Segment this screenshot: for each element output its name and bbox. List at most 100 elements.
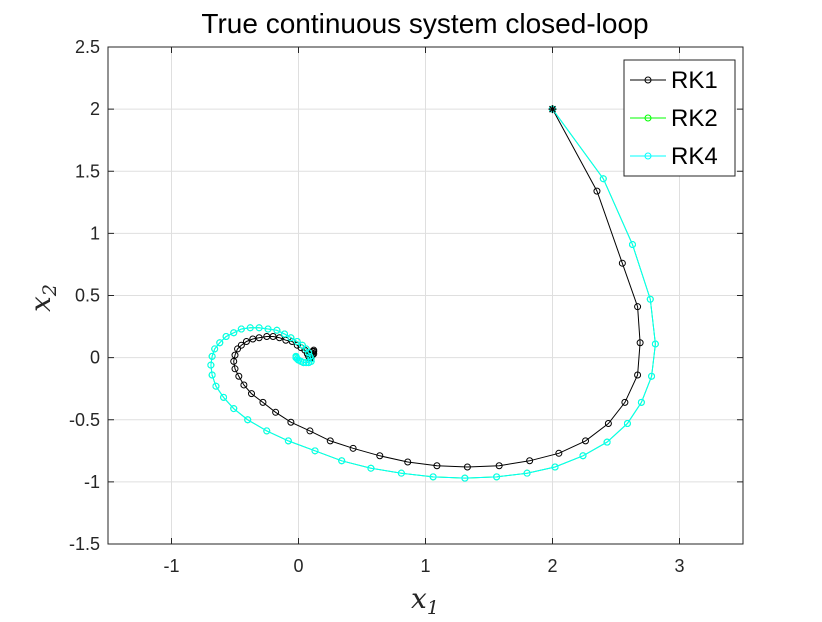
series-rk4-point: [246, 324, 254, 332]
series-rk4-point: [212, 382, 220, 390]
series-rk1-point: [349, 444, 357, 452]
series-rk4-point: [230, 329, 238, 337]
series-rk4-point: [367, 464, 375, 472]
series-rk4-point: [293, 337, 301, 345]
series-rk1-point: [235, 372, 243, 380]
series-rk1-point: [526, 457, 534, 465]
start-point-asterisk: [548, 105, 557, 114]
series-rk1-point: [582, 437, 590, 445]
legend-label-rk1: RK1: [671, 67, 718, 94]
legend-label-rk2: RK2: [671, 105, 718, 132]
series-rk4-point: [629, 241, 637, 249]
series-rk4-point: [648, 372, 656, 380]
legend-label-rk4: RK4: [671, 143, 718, 170]
series-rk1-point: [495, 462, 503, 470]
series-rk1-point: [621, 398, 629, 406]
asterisk-stroke: [549, 105, 556, 113]
series-rk4-point: [264, 325, 272, 333]
y-tick-label: -0.5: [69, 410, 100, 430]
series-rk1-point: [248, 390, 256, 398]
series-rk1-point: [604, 419, 612, 427]
y-tick-label: 1: [90, 223, 100, 243]
series-rk4-point: [222, 333, 230, 341]
legend-marker-rk2: [644, 114, 652, 122]
series-rk4-point: [305, 349, 313, 357]
series-rk1-point: [287, 418, 295, 426]
series-rk4-point: [208, 352, 216, 360]
start-marker-layer: [548, 105, 557, 114]
series-rk1-point: [376, 452, 384, 460]
series-rk4-point: [461, 474, 469, 482]
series-rk4-point: [292, 352, 300, 360]
series-layer: [207, 105, 659, 482]
series-rk1-point: [634, 303, 642, 311]
series-rk1-point: [555, 449, 563, 457]
series-rk1-point: [636, 339, 644, 347]
series-rk1-point: [231, 351, 239, 359]
series-rk4-point: [284, 437, 292, 445]
series-rk1-point: [326, 437, 334, 445]
series-rk1-point: [231, 365, 239, 373]
series-rk4-point: [397, 469, 405, 477]
series-rk4-point: [338, 457, 346, 465]
legend: RK1 RK2 RK4: [623, 59, 736, 177]
series-rk4-point: [651, 340, 659, 348]
legend-entry-rk2: RK2: [630, 105, 718, 132]
series-rk4-point: [244, 416, 252, 424]
y-tick-label: 0.5: [75, 286, 100, 306]
series-rk1-point: [618, 259, 626, 267]
series-rk1-point: [275, 334, 283, 342]
series-rk4-point: [637, 398, 645, 406]
series-rk4-point: [230, 405, 238, 413]
series-rk1-point: [634, 371, 642, 379]
series-rk4-point: [623, 419, 631, 427]
x-axis-label: x1: [411, 582, 439, 617]
ticks: [108, 46, 743, 545]
x-tick-label: 3: [674, 556, 684, 576]
series-rk4-point: [281, 330, 289, 338]
y-axis-label: x2: [24, 284, 61, 312]
series-rk4-point: [273, 326, 281, 334]
series-rk1-point: [249, 335, 257, 343]
y-tick-label: -1: [84, 472, 100, 492]
y-tick-label: 2: [90, 99, 100, 119]
series-rk1-point: [433, 462, 441, 470]
tick-labels: -1 0 1 2 3 -1.5 -1 -0.5 0 0.5 1 1.5 2 2.5: [69, 37, 685, 576]
series-rk4-point: [216, 339, 224, 347]
series-rk1-point: [234, 345, 242, 353]
series-rk4-point: [220, 393, 228, 401]
series-rk1-point: [272, 408, 280, 416]
series-rk1-point: [240, 381, 248, 389]
series-rk1-point: [593, 187, 601, 195]
x-tick-label: 1: [420, 556, 430, 576]
x-axis-label-main: x: [411, 582, 427, 615]
legend-marker-rk1: [644, 76, 652, 84]
series-rk4-point: [603, 438, 611, 446]
series-rk1-point: [242, 337, 250, 345]
legend-marker-rk4: [644, 152, 652, 160]
series-rk4-point: [207, 361, 215, 369]
x-tick-label: 2: [547, 556, 557, 576]
x-tick-label: 0: [293, 556, 303, 576]
series-rk4-point: [255, 324, 263, 332]
series-rk1-point: [404, 458, 412, 466]
series-rk4-point: [237, 325, 245, 333]
legend-entry-rk1: RK1: [630, 67, 718, 94]
legend-entries: RK1 RK2 RK4: [630, 67, 718, 170]
series-rk4-point: [208, 371, 216, 379]
x-tick-label: -1: [163, 556, 179, 576]
legend-entry-rk4: RK4: [630, 143, 718, 170]
series-rk4-point: [551, 463, 559, 471]
series-rk4-point: [305, 359, 313, 367]
series-rk4-point: [493, 473, 501, 481]
series-rk4-point: [302, 359, 310, 367]
series-rk4-point: [646, 295, 654, 303]
chart-title: True continuous system closed-loop: [201, 8, 648, 39]
series-rk4: [207, 105, 659, 482]
series-rk4-point: [523, 469, 531, 477]
series-rk4-point: [311, 447, 319, 455]
y-tick-label: 1.5: [75, 161, 100, 181]
series-rk4-point: [579, 452, 587, 460]
y-tick-label: 2.5: [75, 37, 100, 57]
